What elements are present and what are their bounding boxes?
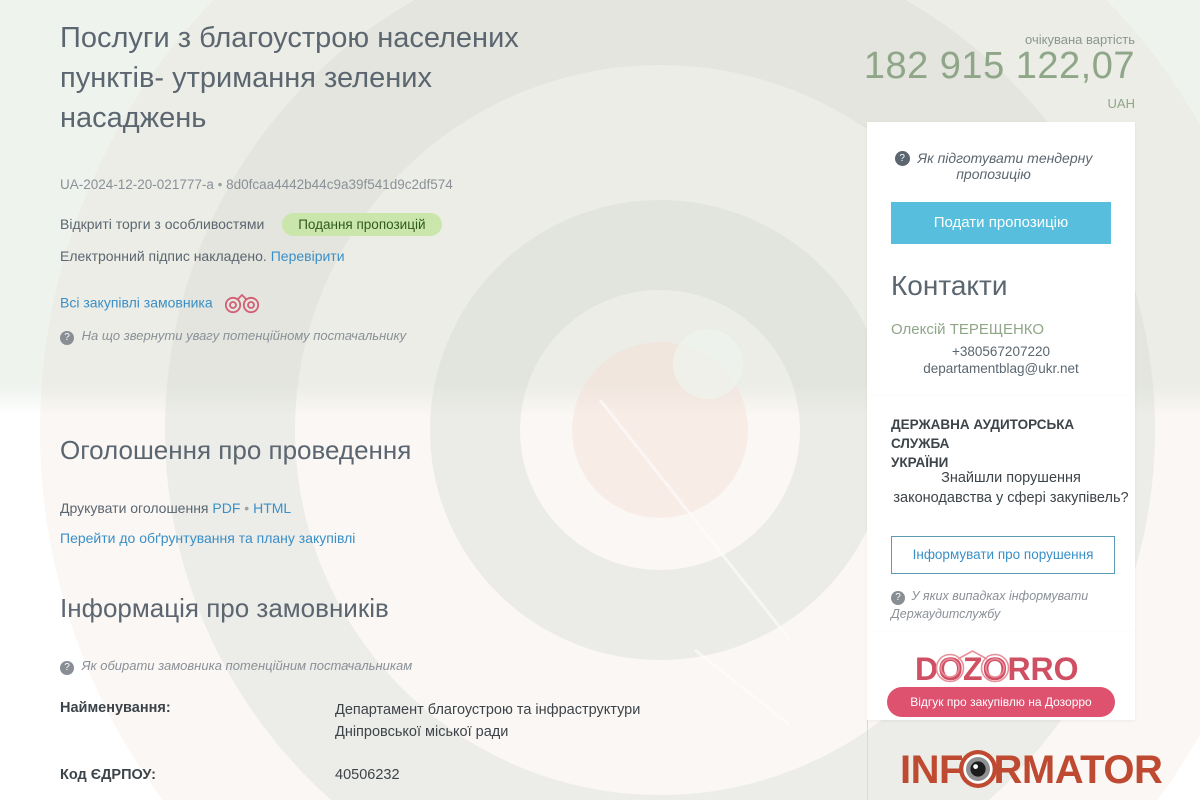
- svg-text:INFORMATOR: INFORMATOR: [900, 748, 1162, 792]
